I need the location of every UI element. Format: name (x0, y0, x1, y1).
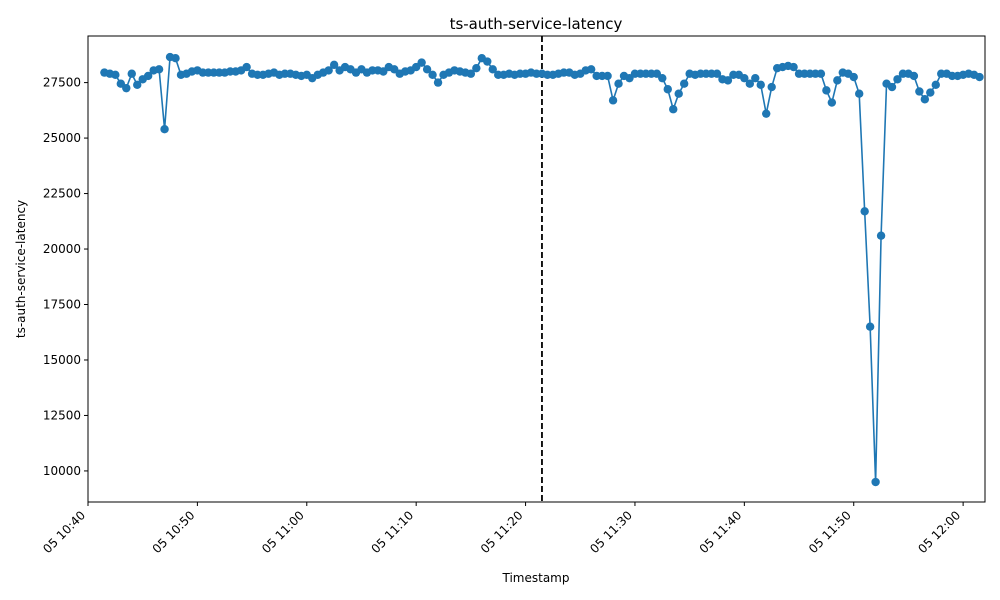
x-tick-label: 05 10:40 (40, 508, 88, 556)
x-tick-label: 05 11:20 (478, 508, 526, 556)
data-point (756, 80, 765, 90)
data-point (242, 62, 251, 72)
data-point (833, 76, 842, 85)
y-tick-label: 17500 (43, 298, 81, 312)
series-layer (100, 52, 984, 487)
y-axis-title: ts-auth-service-latency (14, 200, 28, 338)
data-point (865, 322, 875, 331)
data-point (669, 105, 678, 114)
y-tick-label: 10000 (43, 464, 81, 478)
x-tick-label: 05 11:50 (806, 508, 854, 556)
data-point (587, 65, 596, 74)
data-point (827, 98, 837, 107)
y-tick-label: 15000 (43, 353, 81, 367)
data-point (483, 57, 492, 66)
data-point (679, 79, 689, 88)
data-point (658, 73, 667, 83)
data-point (329, 60, 339, 70)
y-tick-label: 22500 (43, 187, 81, 201)
data-point (472, 63, 481, 73)
x-tick-label: 05 12:00 (915, 508, 963, 556)
x-tick-label: 05 11:00 (259, 508, 307, 556)
plot-frame (87, 35, 986, 503)
data-point (663, 85, 672, 94)
x-tick-label: 05 11:10 (368, 508, 416, 556)
data-point (740, 73, 749, 83)
x-tick-label: 05 11:30 (587, 508, 635, 556)
data-point (931, 80, 940, 90)
y-tick-label: 20000 (43, 242, 81, 256)
data-point (751, 73, 760, 83)
data-point (909, 71, 919, 81)
y-tick-label: 27500 (43, 76, 81, 90)
data-point (816, 69, 826, 78)
data-point (422, 65, 432, 74)
data-point (920, 95, 930, 104)
data-point (723, 76, 733, 85)
data-point (745, 79, 755, 88)
data-point (915, 87, 924, 96)
data-point (428, 70, 437, 80)
data-point (122, 83, 131, 93)
data-point (674, 89, 683, 98)
data-point (324, 66, 333, 75)
x-tick-label: 05 11:40 (697, 508, 745, 556)
data-point (822, 86, 831, 95)
data-point (855, 89, 864, 98)
data-point (762, 109, 771, 118)
data-point (171, 53, 180, 63)
data-point (767, 82, 776, 92)
data-point (871, 477, 880, 487)
data-point (433, 78, 443, 87)
data-point (975, 72, 984, 82)
data-point (849, 72, 858, 82)
data-point (712, 69, 722, 78)
y-tick-label: 12500 (43, 408, 81, 422)
x-axis-title: Timestamp (502, 571, 570, 585)
data-point (876, 231, 886, 240)
data-point (133, 80, 142, 90)
data-point (154, 65, 164, 74)
data-point (111, 70, 120, 80)
data-point (488, 65, 497, 74)
data-point (860, 207, 869, 216)
data-point (417, 58, 426, 67)
data-point (466, 69, 476, 78)
data-point (614, 79, 623, 88)
data-point (603, 71, 612, 81)
data-point (143, 71, 153, 81)
data-point (160, 125, 169, 134)
x-tick-label: 05 10:50 (150, 508, 198, 556)
data-point (893, 75, 902, 84)
x-axis: 05 10:40 05 10:50 05 11:00 05 11:10 05 11:20… (40, 502, 964, 556)
chart-title: ts-auth-service-latency (450, 15, 623, 33)
data-point (608, 96, 618, 105)
plot-background (88, 36, 985, 502)
data-point (789, 62, 798, 72)
y-tick-label: 25000 (43, 131, 81, 145)
data-point (887, 82, 897, 92)
data-point (926, 88, 935, 97)
data-point (127, 69, 136, 78)
y-axis: 10000 12500 15000 17500 20000 22500 25000 27500 (43, 76, 88, 478)
